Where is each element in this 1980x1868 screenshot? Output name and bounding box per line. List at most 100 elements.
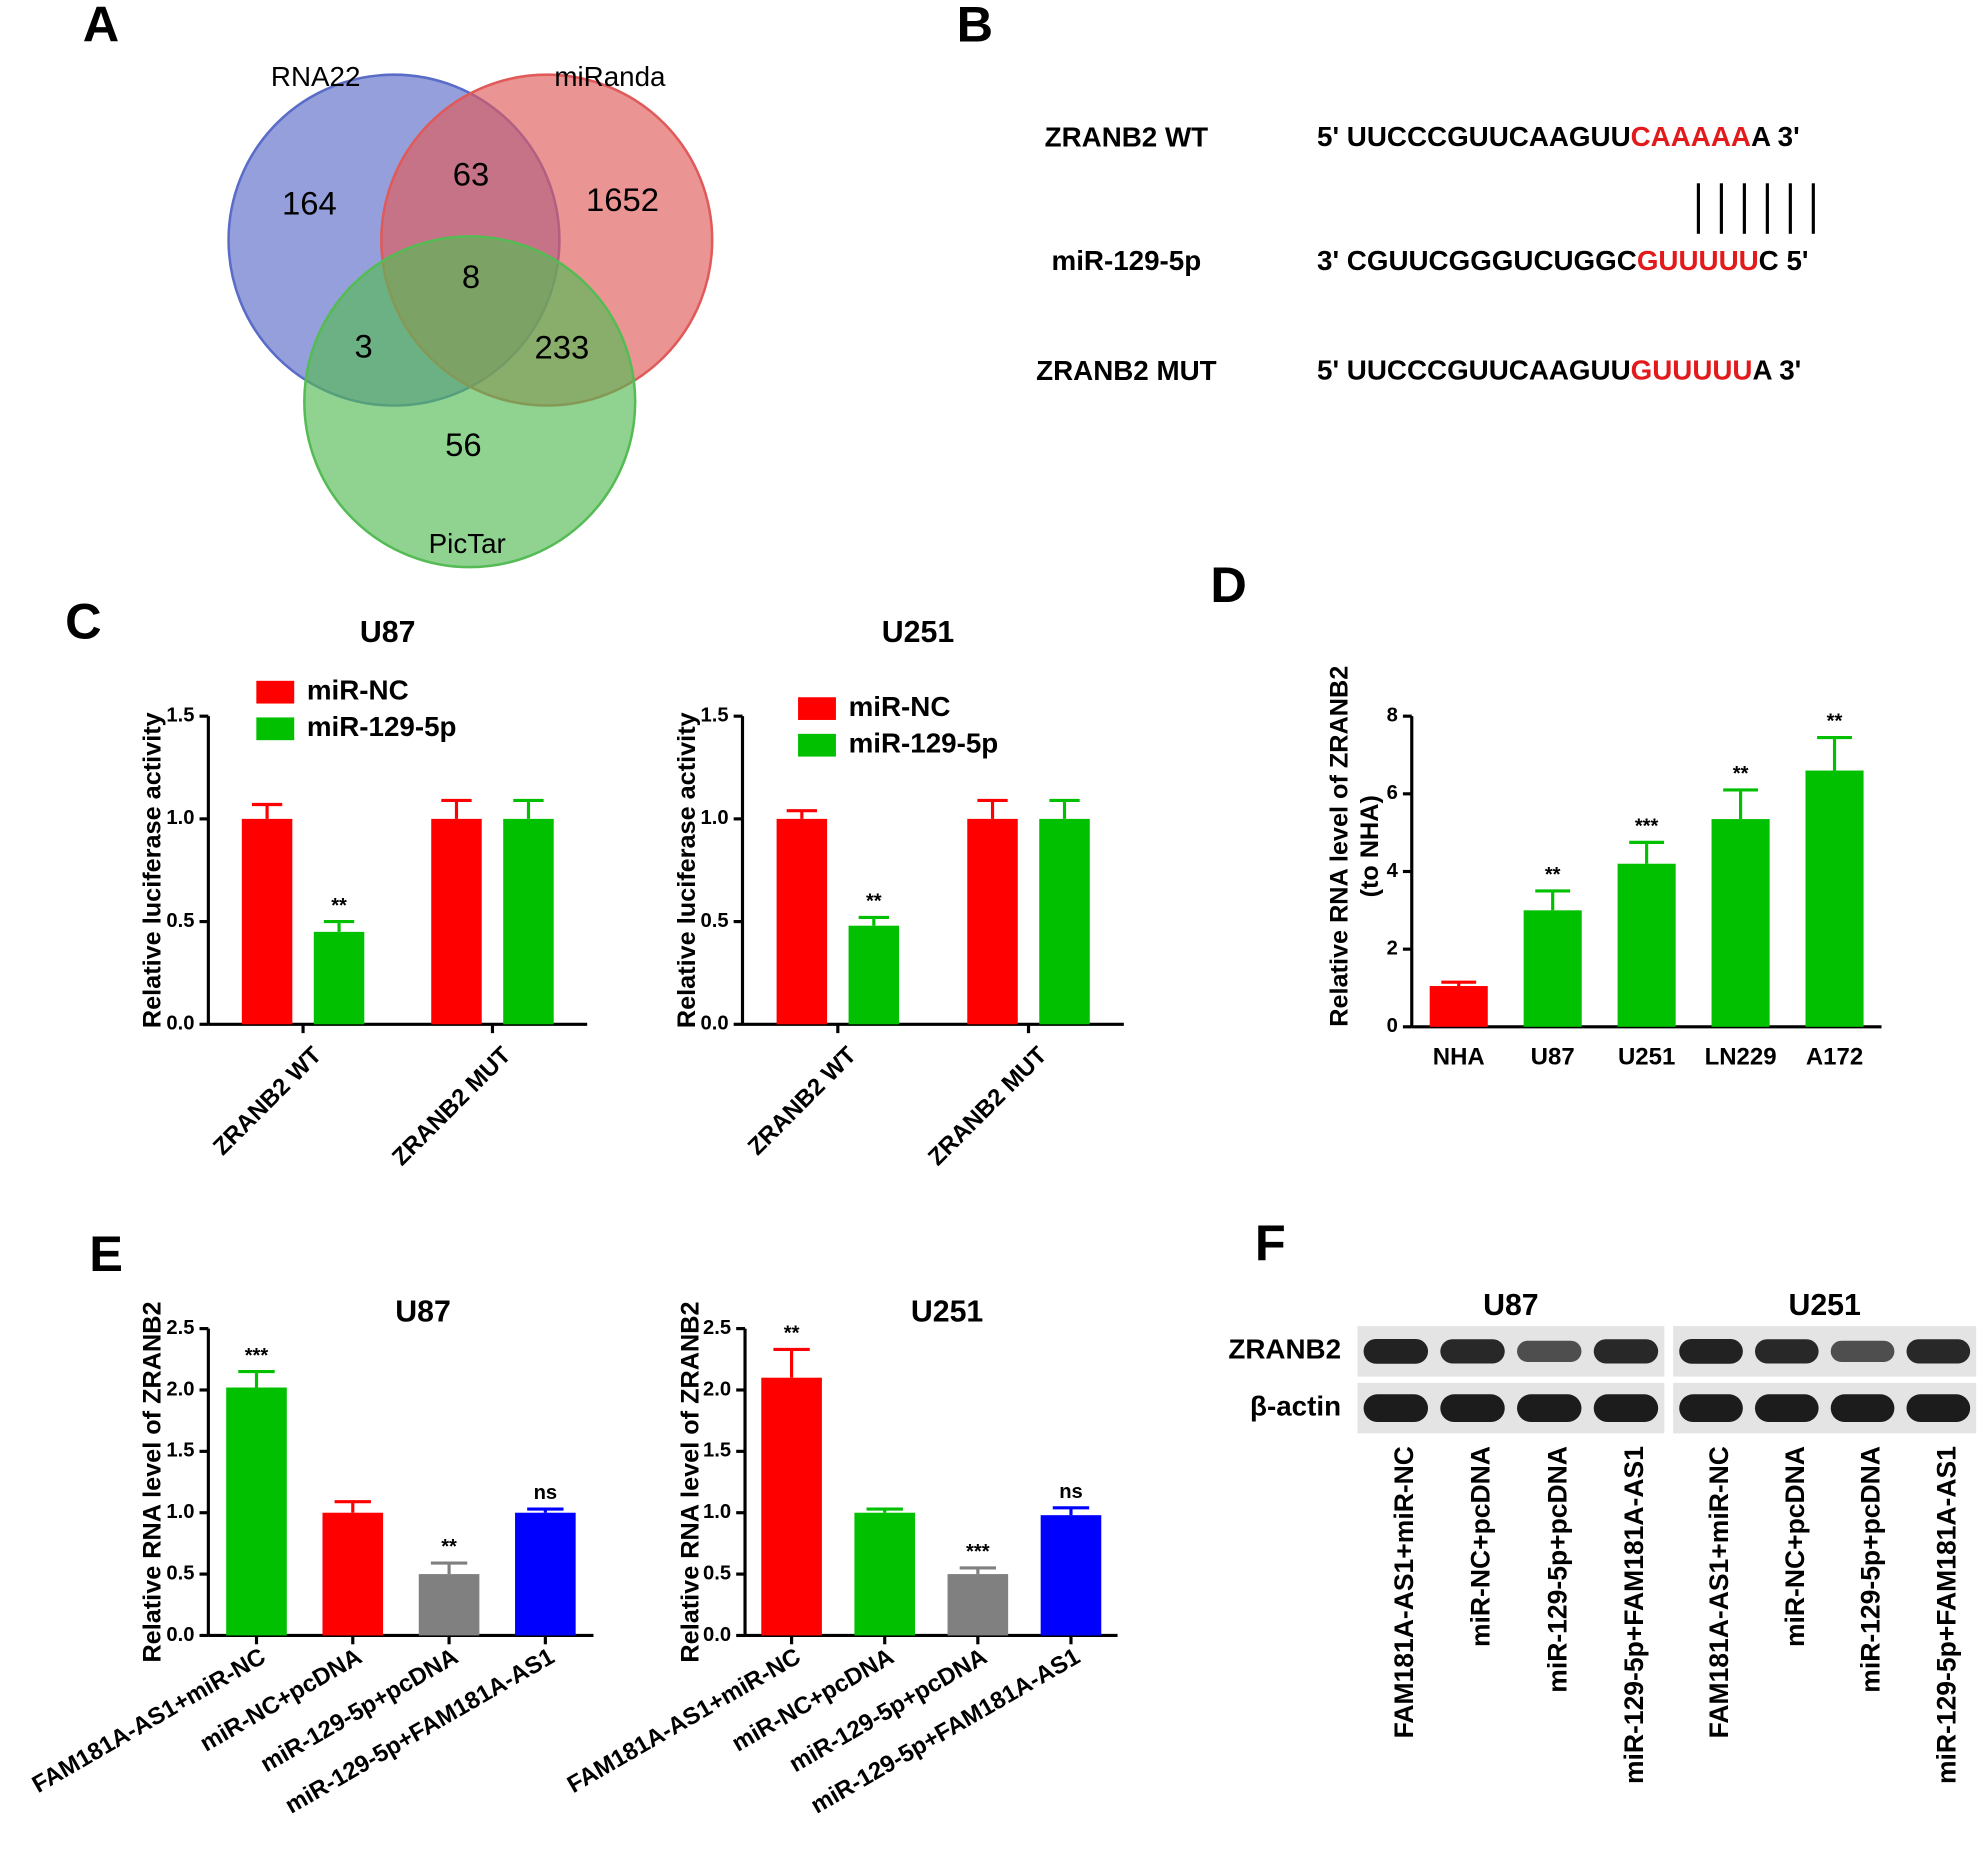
sequence: 5' UUCCCGUUCAAGUUGUUUUUA 3' [1317,355,1801,386]
panel-label: D [1210,556,1246,613]
significance-label: ** [331,895,347,917]
y-tick-label: 0.0 [166,1624,194,1646]
y-tick-label: 0.5 [703,1562,731,1584]
y-tick-label: 1.0 [166,1501,194,1523]
sequence-name: ZRANB2 MUT [1036,355,1217,386]
venn-circle [303,235,637,569]
blot-row-label: β-actin [1250,1391,1341,1422]
venn-count: 8 [462,258,480,295]
blot-band [1679,1394,1743,1423]
panel-label: E [89,1225,123,1282]
y-axis-label: (to NHA) [1356,795,1384,897]
venn-count: 3 [355,327,373,364]
sequence-part: 5' UUCCCGUUCAAGUU [1317,355,1631,386]
chart-title: U251 [911,1295,983,1328]
y-tick-label: 2.5 [166,1317,194,1339]
sequence-part: 5' UUCCCGUUCAAGUU [1317,121,1631,152]
bar [241,818,293,1025]
y-tick-label: 2.5 [703,1317,731,1339]
bar [1429,986,1488,1027]
blot-lane-label: miR-NC+pcDNA [1466,1446,1496,1647]
blot-band [1754,1339,1819,1364]
significance-label: *** [1635,816,1659,838]
x-tick-label: NHA [1433,1044,1485,1071]
bar [761,1377,822,1636]
sequence-name: miR-129-5p [1052,245,1202,276]
venn-set-label: RNA22 [271,61,361,92]
bar [515,1512,576,1636]
venn-set-label: PicTar [429,528,506,559]
bar [1617,863,1676,1027]
sequence-seed: GUUUUU [1631,355,1753,386]
blot-group-label: U87 [1483,1289,1539,1322]
bar [503,818,554,1025]
blot-band [1440,1339,1505,1364]
sequence-part: C 5' [1759,245,1809,276]
y-axis-label: Relative RNA level of ZRANB2 [677,1301,705,1662]
significance-label: ** [1827,711,1843,733]
y-tick-label: 0.0 [703,1624,731,1646]
bar [967,818,1018,1025]
y-tick-label: 1.5 [701,705,729,727]
bar [1711,819,1770,1027]
bar [226,1387,287,1636]
blot-band [1363,1338,1429,1364]
legend-swatch [256,717,295,741]
bar [776,818,828,1025]
significance-label: ns [534,1482,558,1504]
blot-band [1830,1394,1895,1423]
panel-label: F [1255,1214,1286,1271]
blot-lane-label: miR-129-5p+pcDNA [1856,1446,1886,1693]
venn-count: 56 [445,426,482,463]
y-tick-label: 1.5 [166,1440,194,1462]
venn-count: 63 [453,156,490,193]
blot-group-label: U251 [1788,1289,1860,1322]
significance-label: ** [441,1536,457,1558]
blot-lane-label: miR-129-5p+pcDNA [1542,1446,1572,1693]
y-tick-label: 4 [1387,860,1399,882]
y-tick-label: 0.5 [166,1562,194,1584]
venn-count: 164 [282,185,337,222]
y-tick-label: 0.5 [701,910,729,932]
chart-title: U87 [360,616,416,649]
bar [854,1512,916,1636]
y-axis-label: Relative luciferase activity [139,712,167,1028]
venn-count: 1652 [586,181,659,218]
y-tick-label: 1.5 [703,1440,731,1462]
y-tick-label: 0.5 [166,910,194,932]
blot-band [1754,1394,1819,1423]
y-tick-label: 0.0 [166,1013,194,1035]
sequence-part: A 3' [1752,355,1801,386]
blot-band [1517,1394,1582,1423]
significance-label: *** [245,1345,269,1367]
sequence: 3' CGUUCGGGUCUGGCGUUUUUC 5' [1317,245,1808,276]
blot-band [1440,1394,1505,1423]
blot-band [1830,1340,1895,1362]
venn-set-label: miRanda [554,61,666,92]
bar [947,1574,1009,1636]
significance-label: ** [1545,864,1561,886]
chart-title: U251 [882,616,954,649]
blot-band [1906,1394,1971,1423]
venn-count: 233 [535,329,590,366]
legend-label: miR-NC [849,691,951,722]
blot-row-label: ZRANB2 [1228,1334,1341,1365]
sequence: 5' UUCCCGUUCAAGUUCAAAAAA 3' [1317,121,1800,152]
panel-label: B [957,0,993,52]
blot-band [1363,1394,1429,1423]
legend-label: miR-129-5p [849,728,999,759]
significance-label: *** [966,1541,990,1563]
sequence-part: A 3' [1751,121,1800,152]
y-tick-label: 1.0 [166,807,194,829]
blot-band [1906,1339,1971,1364]
bar [1039,818,1090,1025]
blot-lane-label: FAM181A-AS1+miR-NC [1704,1446,1734,1738]
blot-band [1593,1339,1659,1364]
sequence-name: ZRANB2 WT [1045,121,1209,152]
legend-swatch [798,697,836,720]
bar [313,931,365,1025]
y-tick-label: 0 [1387,1015,1398,1037]
blot-lane-label: miR-129-5p+FAM181A-AS1 [1931,1446,1961,1784]
bar [1040,1515,1102,1636]
